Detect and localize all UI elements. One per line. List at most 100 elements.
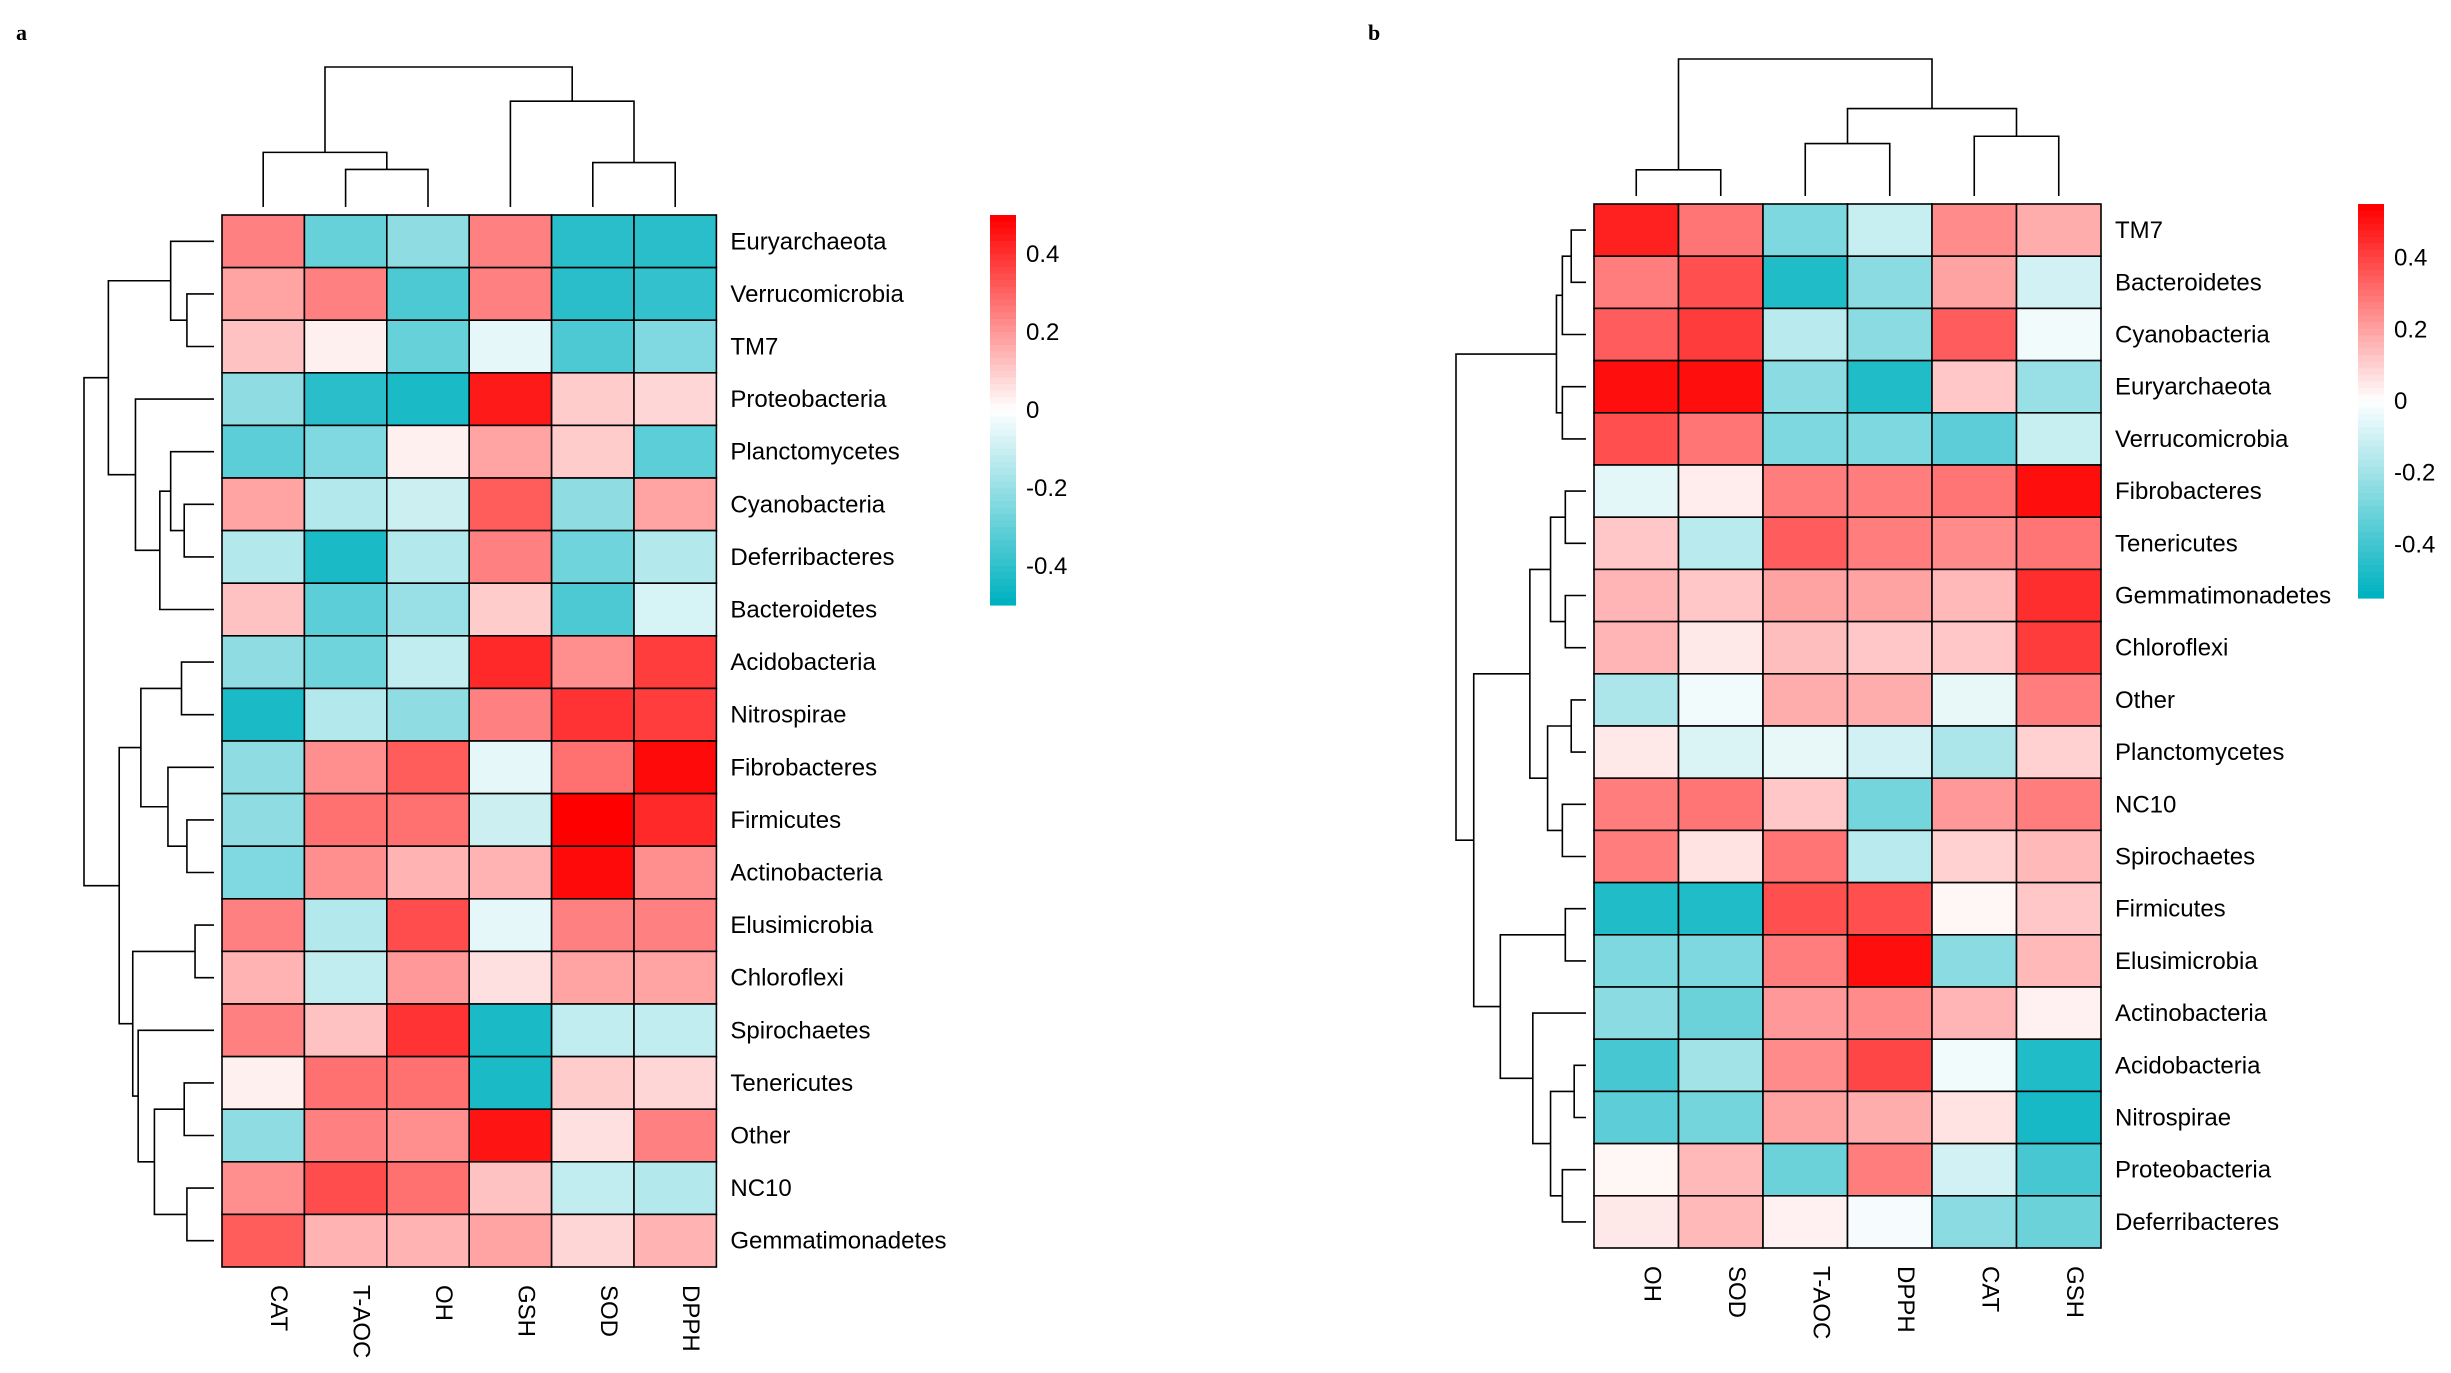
col-dendrogram-branch — [1846, 107, 2018, 144]
legend-swatch — [2358, 243, 2384, 251]
heatmap-cell — [221, 1055, 306, 1110]
legend-swatch — [990, 423, 1016, 431]
legend-swatch — [990, 293, 1016, 301]
heatmap-cell — [468, 266, 553, 322]
legend-swatch — [990, 371, 1016, 379]
heatmap-cell — [1846, 1195, 1933, 1249]
heatmap-cell — [385, 529, 470, 584]
legend-swatch — [990, 429, 1016, 437]
row-label: Elusimicrobia — [2115, 948, 2258, 975]
heatmap-cell — [303, 1003, 388, 1058]
legend-swatch — [990, 306, 1016, 314]
legend-swatch — [990, 540, 1016, 548]
heatmap-cell — [303, 1213, 388, 1268]
legend-swatch — [990, 215, 1016, 223]
heatmap-cell — [468, 477, 553, 532]
legend-swatch — [2358, 525, 2384, 533]
heatmap-cell — [1931, 307, 2018, 362]
legend-tick-label: -0.2 — [1026, 475, 1067, 502]
legend-swatch — [990, 280, 1016, 288]
heatmap-cell — [221, 477, 306, 532]
legend-swatch — [990, 410, 1016, 418]
row-dendrogram-branch — [1570, 229, 1586, 284]
legend-swatch — [2358, 204, 2384, 212]
heatmap-cell — [1931, 1090, 2018, 1145]
heatmap-cell — [1593, 1090, 1680, 1145]
heatmap-cell — [2015, 881, 2102, 936]
legend-swatch — [2358, 302, 2384, 310]
heatmap-cell — [1593, 620, 1680, 675]
heatmap-cell — [550, 214, 635, 269]
row-label: Nitrospirae — [2115, 1105, 2231, 1132]
heatmap-cell — [303, 950, 388, 1005]
col-dendrogram-branch — [1973, 135, 2060, 196]
legend-swatch — [990, 332, 1016, 340]
row-dendrogram-branch — [1455, 353, 1557, 841]
row-dendrogram-branch — [167, 766, 214, 847]
legend-swatch — [2358, 433, 2384, 441]
heatmap-cell — [468, 582, 553, 637]
legend-swatch — [2358, 552, 2384, 560]
legend-swatch — [990, 241, 1016, 249]
row-dendrogram-branch — [1532, 1012, 1586, 1145]
col-dendrogram-branch — [1804, 142, 1891, 196]
heatmap-cell — [1846, 933, 1933, 988]
legend-swatch — [990, 384, 1016, 392]
heatmap-cell — [468, 1055, 553, 1110]
heatmap-cell — [1846, 203, 1933, 258]
heatmap-cell — [1931, 620, 2018, 675]
row-label: Deferribacteres — [2115, 1209, 2279, 1236]
legend-swatch — [990, 364, 1016, 372]
heatmap-cell — [1593, 1142, 1680, 1197]
legend-swatch — [2358, 341, 2384, 350]
heatmap-cell — [468, 319, 553, 374]
heatmap-cell — [1677, 1195, 1764, 1249]
heatmap-cell — [303, 1161, 388, 1216]
heatmap-cell — [468, 845, 553, 900]
heatmap-cell — [1931, 359, 2018, 414]
heatmap-cell — [221, 1161, 306, 1216]
heatmap-cell — [2015, 620, 2102, 675]
legend-swatch — [2358, 414, 2384, 422]
heatmap-cell — [303, 582, 388, 637]
row-label: Actinobacteria — [2115, 1000, 2268, 1027]
heatmap-cell — [385, 371, 470, 427]
heatmap-cell — [2015, 933, 2102, 988]
legend-tick-label: 0.4 — [2394, 245, 2427, 272]
row-dendrogram-branch — [1561, 385, 1586, 440]
row-dendrogram-branch — [1564, 907, 1586, 962]
col-dendrogram-branch — [1677, 58, 1933, 170]
heatmap-cell — [2015, 1038, 2102, 1093]
row-label: Deferribacteres — [730, 544, 894, 571]
legend-swatch — [990, 312, 1016, 320]
heatmap-cell — [385, 1003, 470, 1058]
heatmap-cell — [221, 1213, 306, 1268]
legend-swatch — [2358, 420, 2384, 428]
legend-swatch — [2358, 256, 2384, 264]
row-label: Proteobacteria — [730, 386, 887, 413]
heatmap-cell — [303, 266, 388, 322]
heatmap-cell — [303, 371, 388, 427]
heatmap-cell — [550, 371, 635, 427]
heatmap-cell — [2015, 777, 2102, 832]
heatmap-cell — [1593, 516, 1680, 571]
row-dendrogram-branch — [131, 950, 196, 1097]
heatmap-cell — [221, 582, 306, 637]
legend-swatch — [2358, 309, 2384, 317]
heatmap-cell — [550, 634, 635, 690]
heatmap-cell — [385, 897, 470, 953]
heatmap-cell — [2015, 829, 2102, 884]
heatmap-cell — [468, 1213, 553, 1268]
heatmap-cell — [1762, 1195, 1849, 1249]
row-label: Gemmatimonadetes — [730, 1228, 946, 1255]
heatmap-cell — [550, 582, 635, 637]
legend-swatch — [2358, 348, 2384, 356]
legend-swatch — [990, 566, 1016, 574]
legend-tick-label: 0.4 — [1026, 241, 1059, 268]
heatmap-cell — [385, 792, 470, 847]
row-label: Verrucomicrobia — [730, 281, 904, 308]
legend-swatch — [990, 254, 1016, 262]
row-dendrogram-branch — [83, 376, 120, 887]
heatmap-cell — [468, 950, 553, 1005]
heatmap-cell — [1762, 881, 1849, 936]
